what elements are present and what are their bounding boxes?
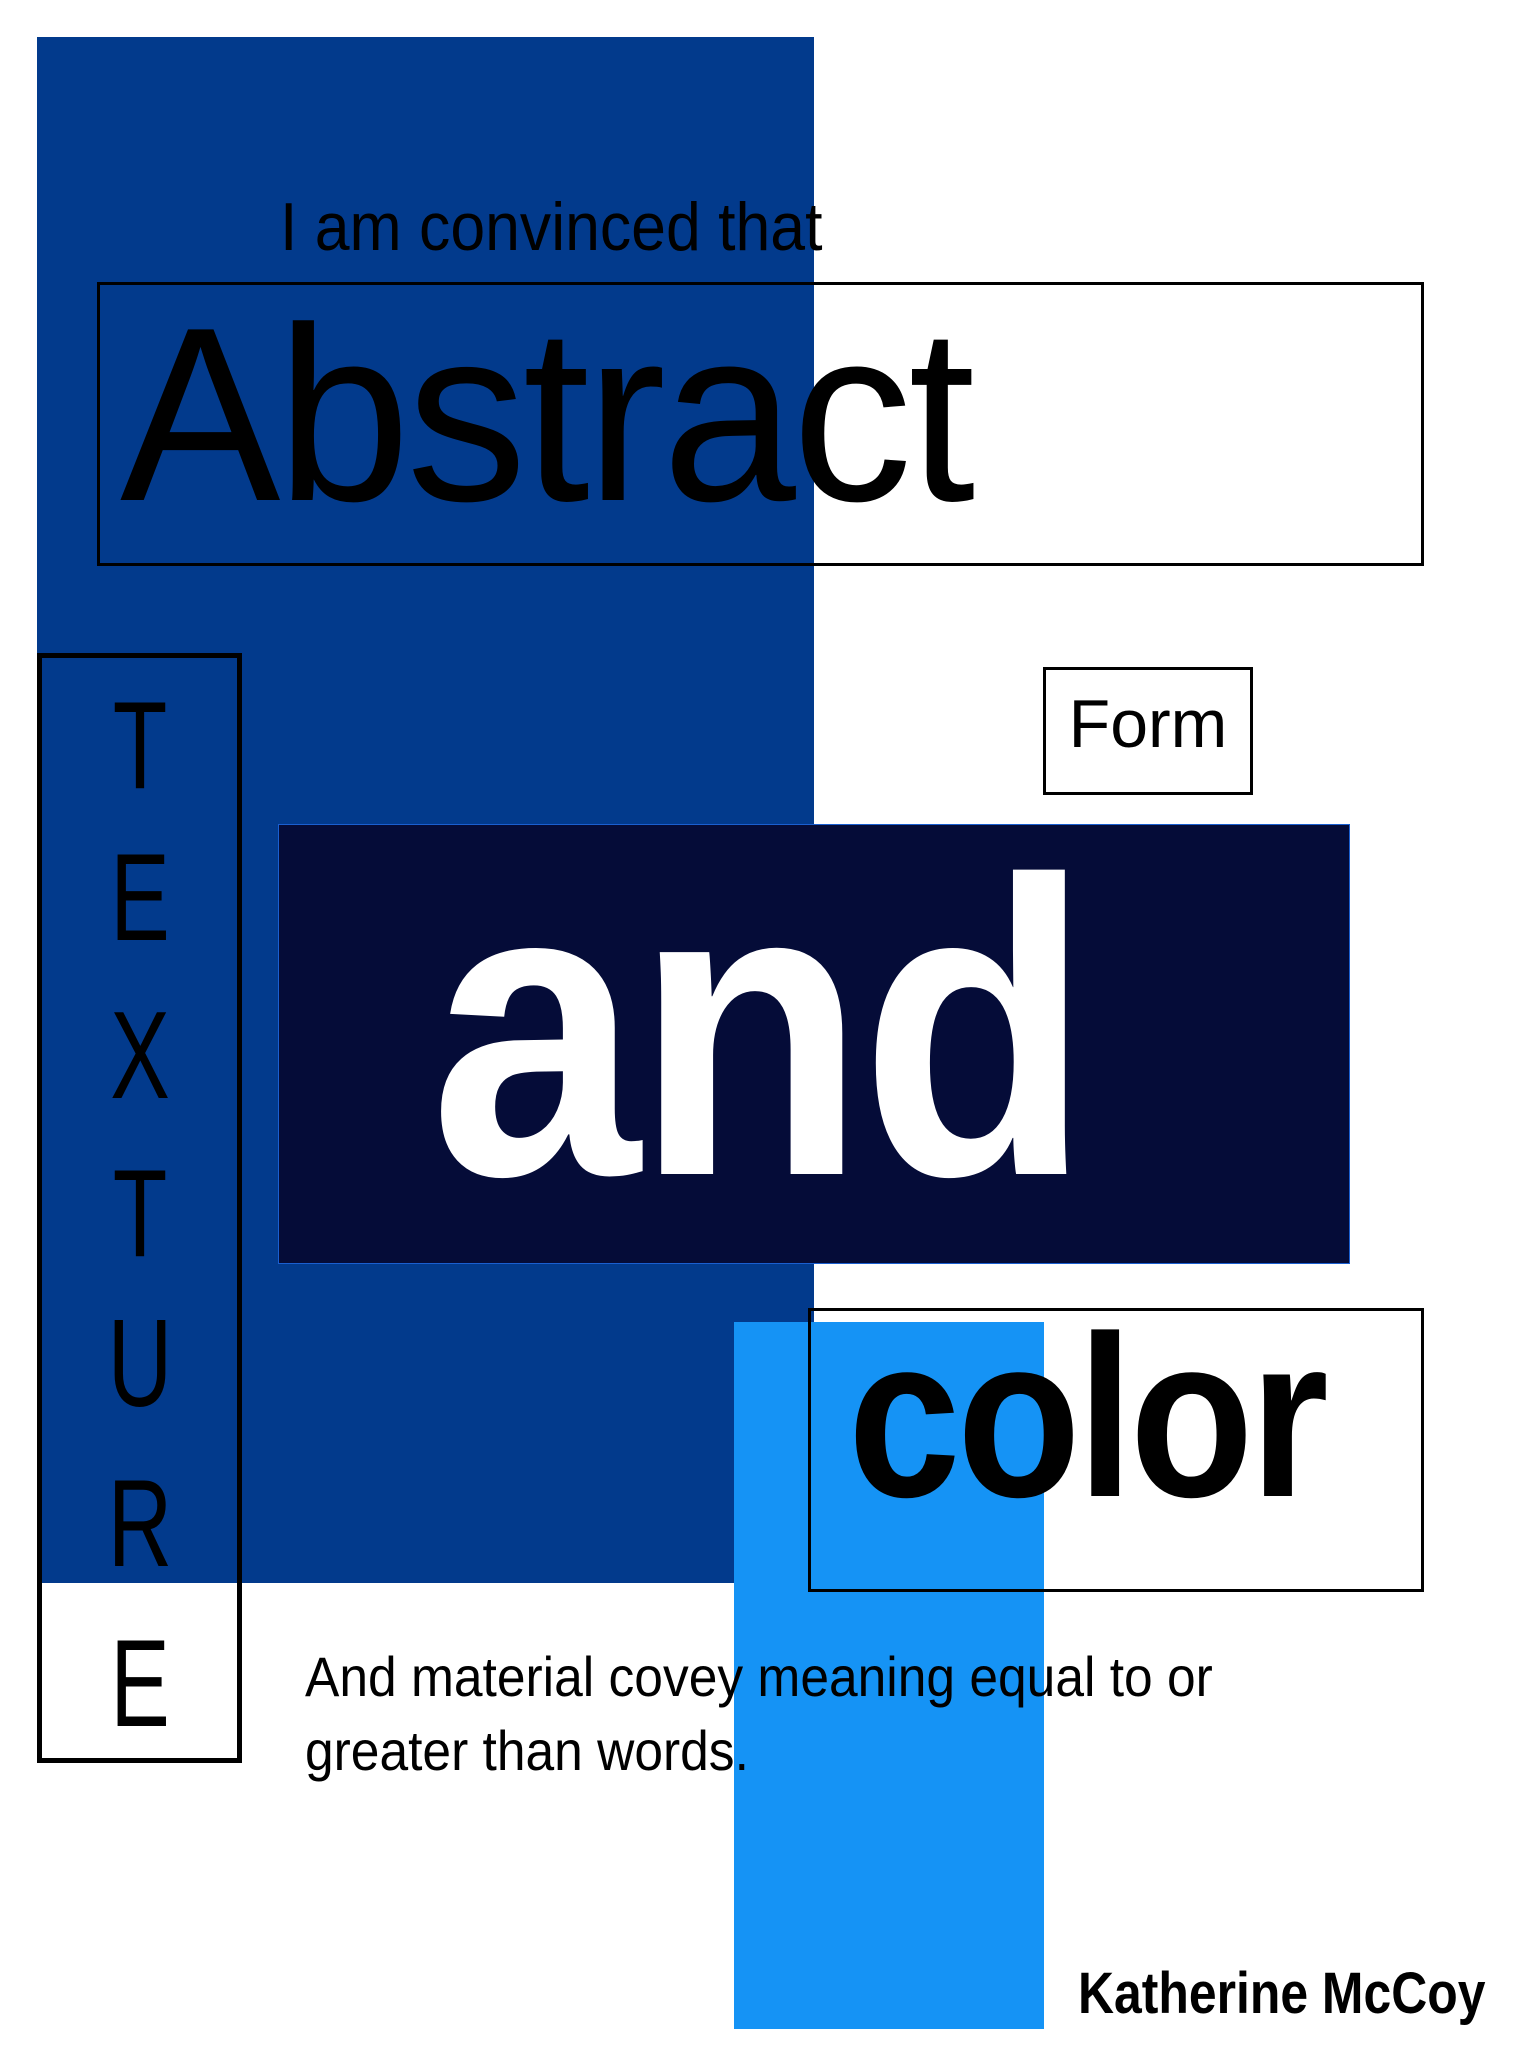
sky-blue-block (734, 1322, 1044, 2029)
form-frame (1043, 667, 1253, 795)
body-text: And material covey meaning equal to or g… (305, 1640, 1213, 1788)
form-label: Form (1068, 686, 1228, 762)
texture-letter: U (107, 1295, 173, 1433)
author-name: Katherine McCoy (1078, 1961, 1486, 2026)
texture-letter: E (110, 829, 170, 967)
texture-letter: T (112, 677, 168, 815)
royal-blue-block (37, 37, 814, 1583)
body-line-1: And material covey meaning equal to or (305, 1645, 1213, 1708)
and-word: and (430, 795, 1091, 1264)
texture-letter: R (107, 1455, 173, 1593)
texture-letter: X (110, 987, 170, 1125)
body-line-2: greater than words. (305, 1719, 749, 1782)
intro-text: I am convinced that (280, 189, 823, 265)
texture-frame (37, 653, 242, 1763)
texture-letter: T (112, 1145, 168, 1283)
abstract-frame (97, 282, 1424, 566)
navy-block (278, 824, 1350, 1264)
color-frame (808, 1308, 1424, 1592)
texture-letter: E (110, 1615, 170, 1753)
abstract-headline: Abstract (120, 275, 975, 553)
color-word: color (848, 1288, 1329, 1545)
